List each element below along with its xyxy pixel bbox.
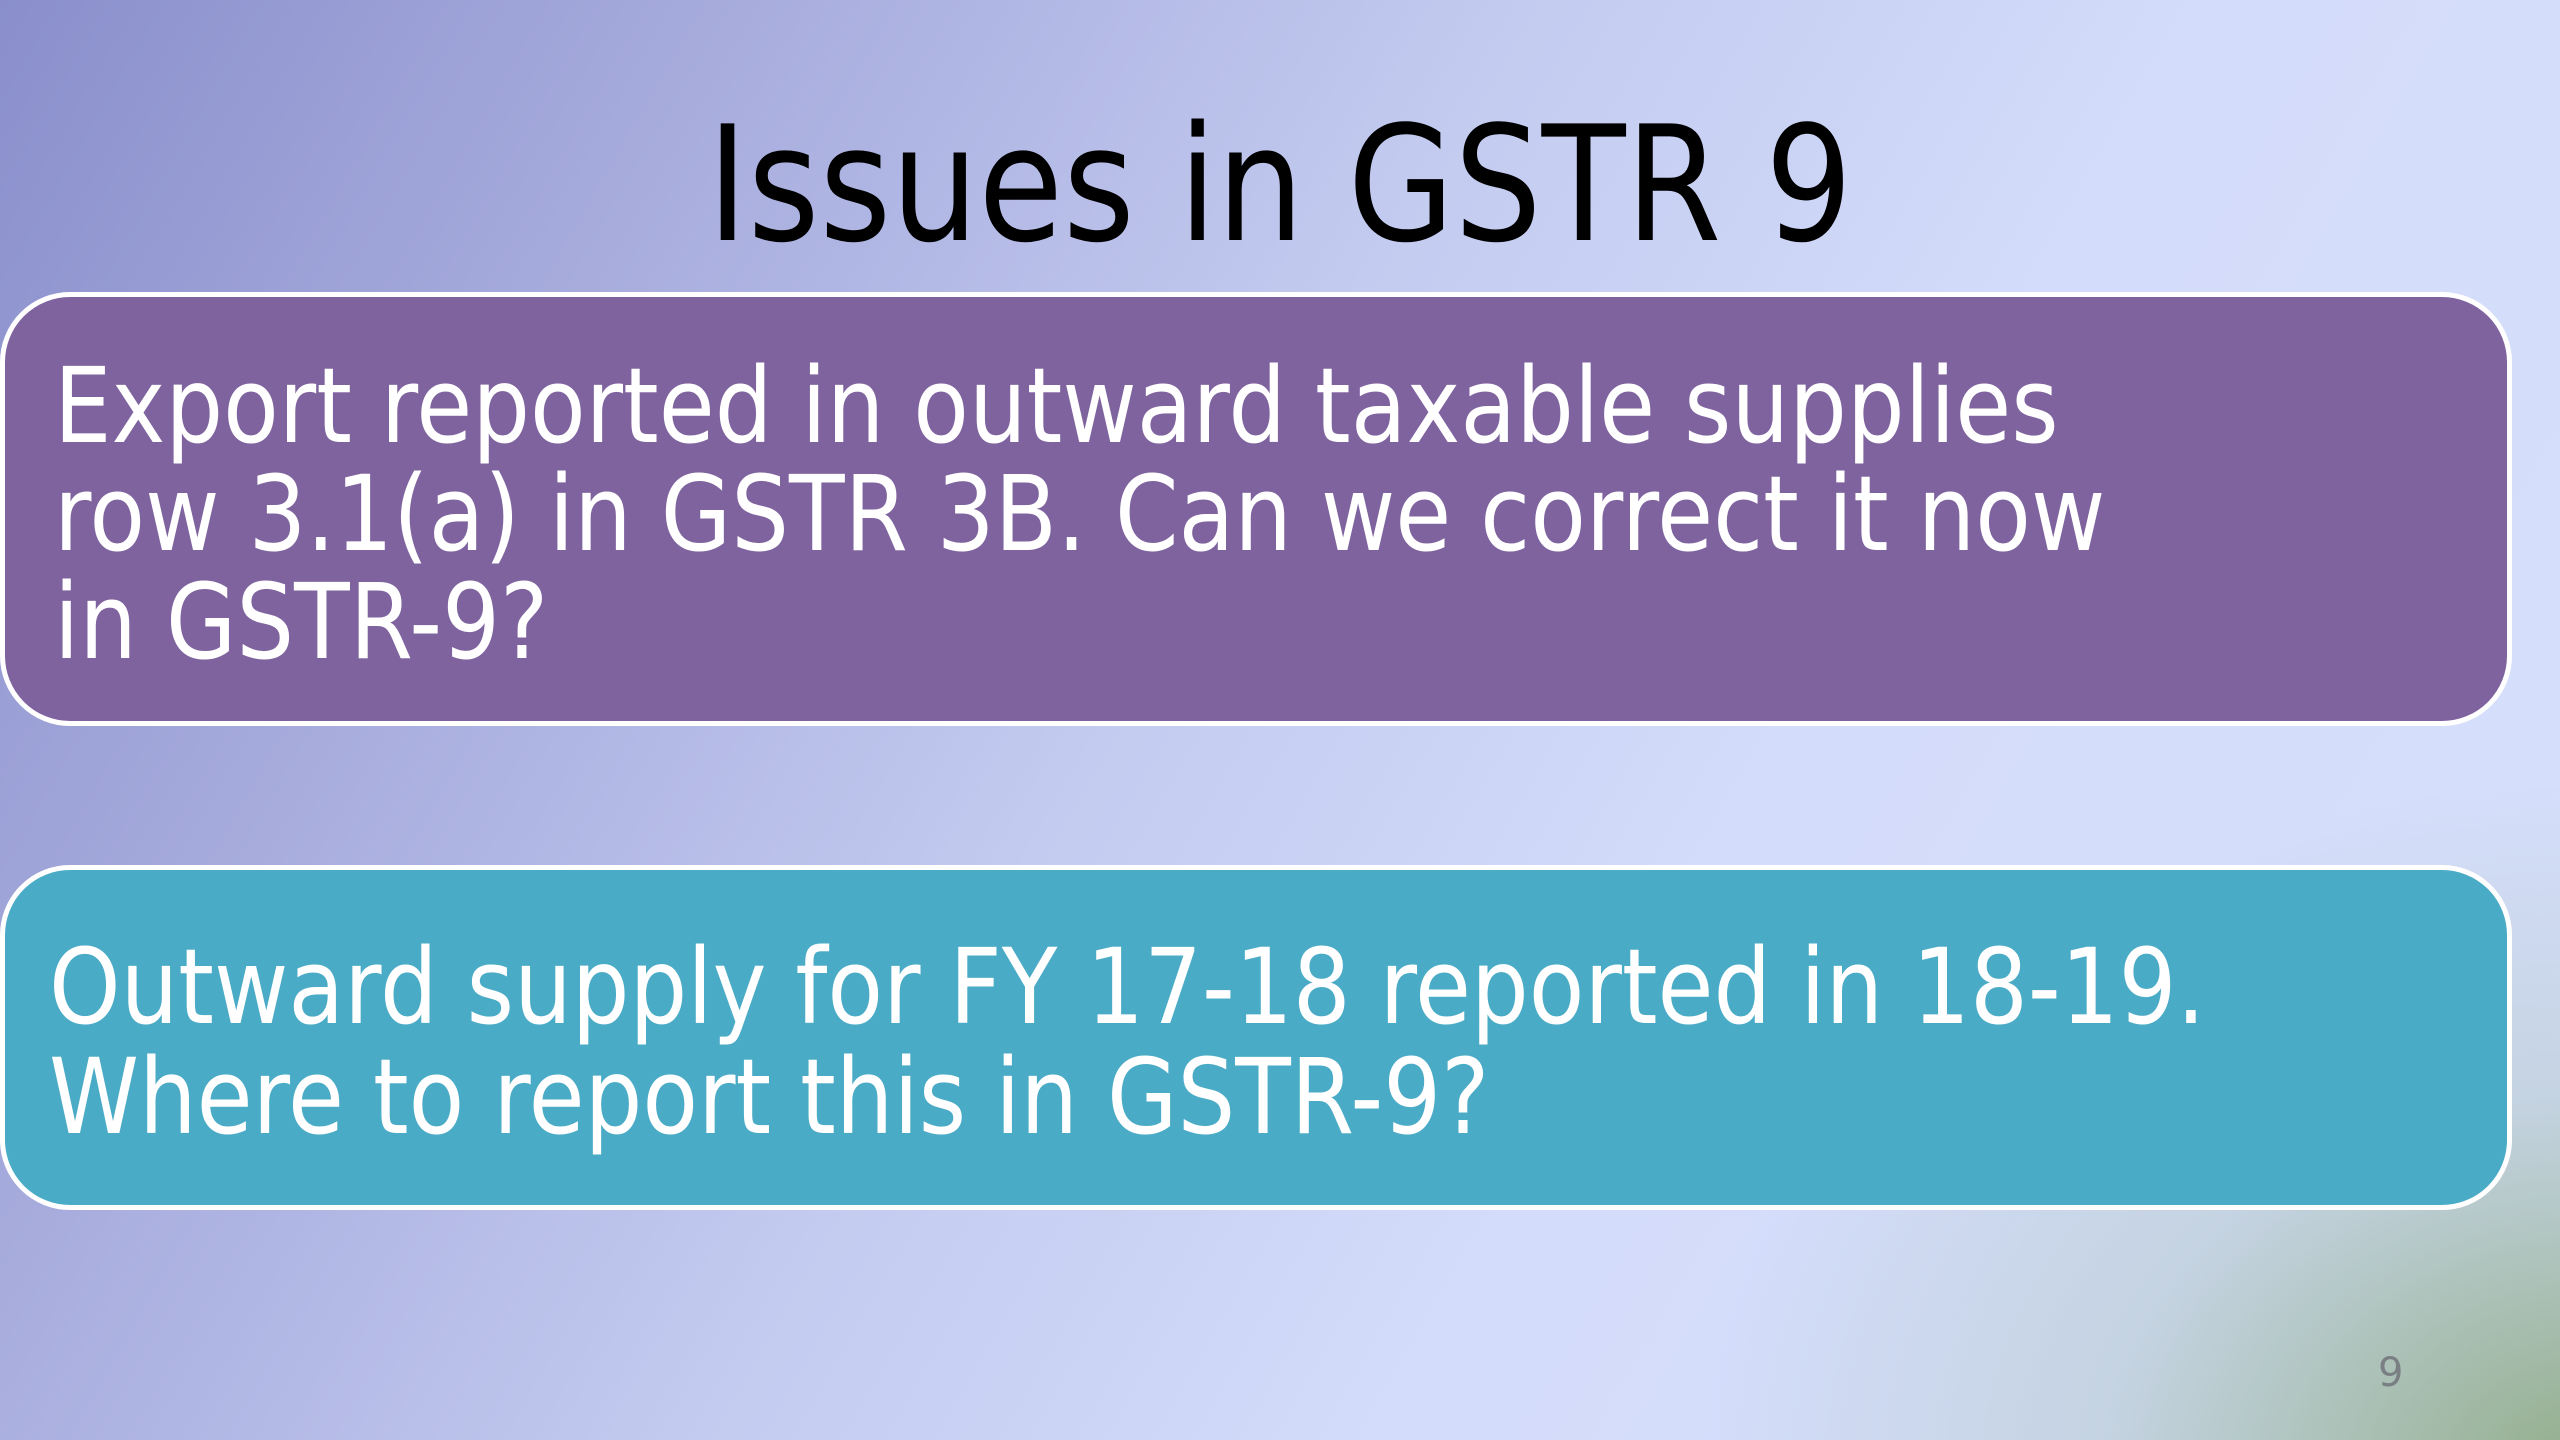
issue-2-line-1: Outward supply for FY 17-18 reported in … (49, 926, 2206, 1048)
issue-1-line-1: Export reported in outward taxable suppl… (54, 345, 2059, 467)
issue-1-line-2: row 3.1(a) in GSTR 3B. Can we correct it… (54, 453, 2106, 575)
page-number: 9 (2378, 1350, 2404, 1396)
issue-box-export: Export reported in outward taxable suppl… (0, 292, 2512, 726)
slide-title: Issues in GSTR 9 (0, 95, 2560, 275)
issue-1-line-3: in GSTR-9? (54, 561, 549, 683)
issue-2-line-2: Where to report this in GSTR-9? (49, 1036, 1490, 1158)
slide-title-text: Issues in GSTR 9 (707, 91, 1853, 278)
issue-box-outward-supply: Outward supply for FY 17-18 reported in … (0, 865, 2512, 1210)
